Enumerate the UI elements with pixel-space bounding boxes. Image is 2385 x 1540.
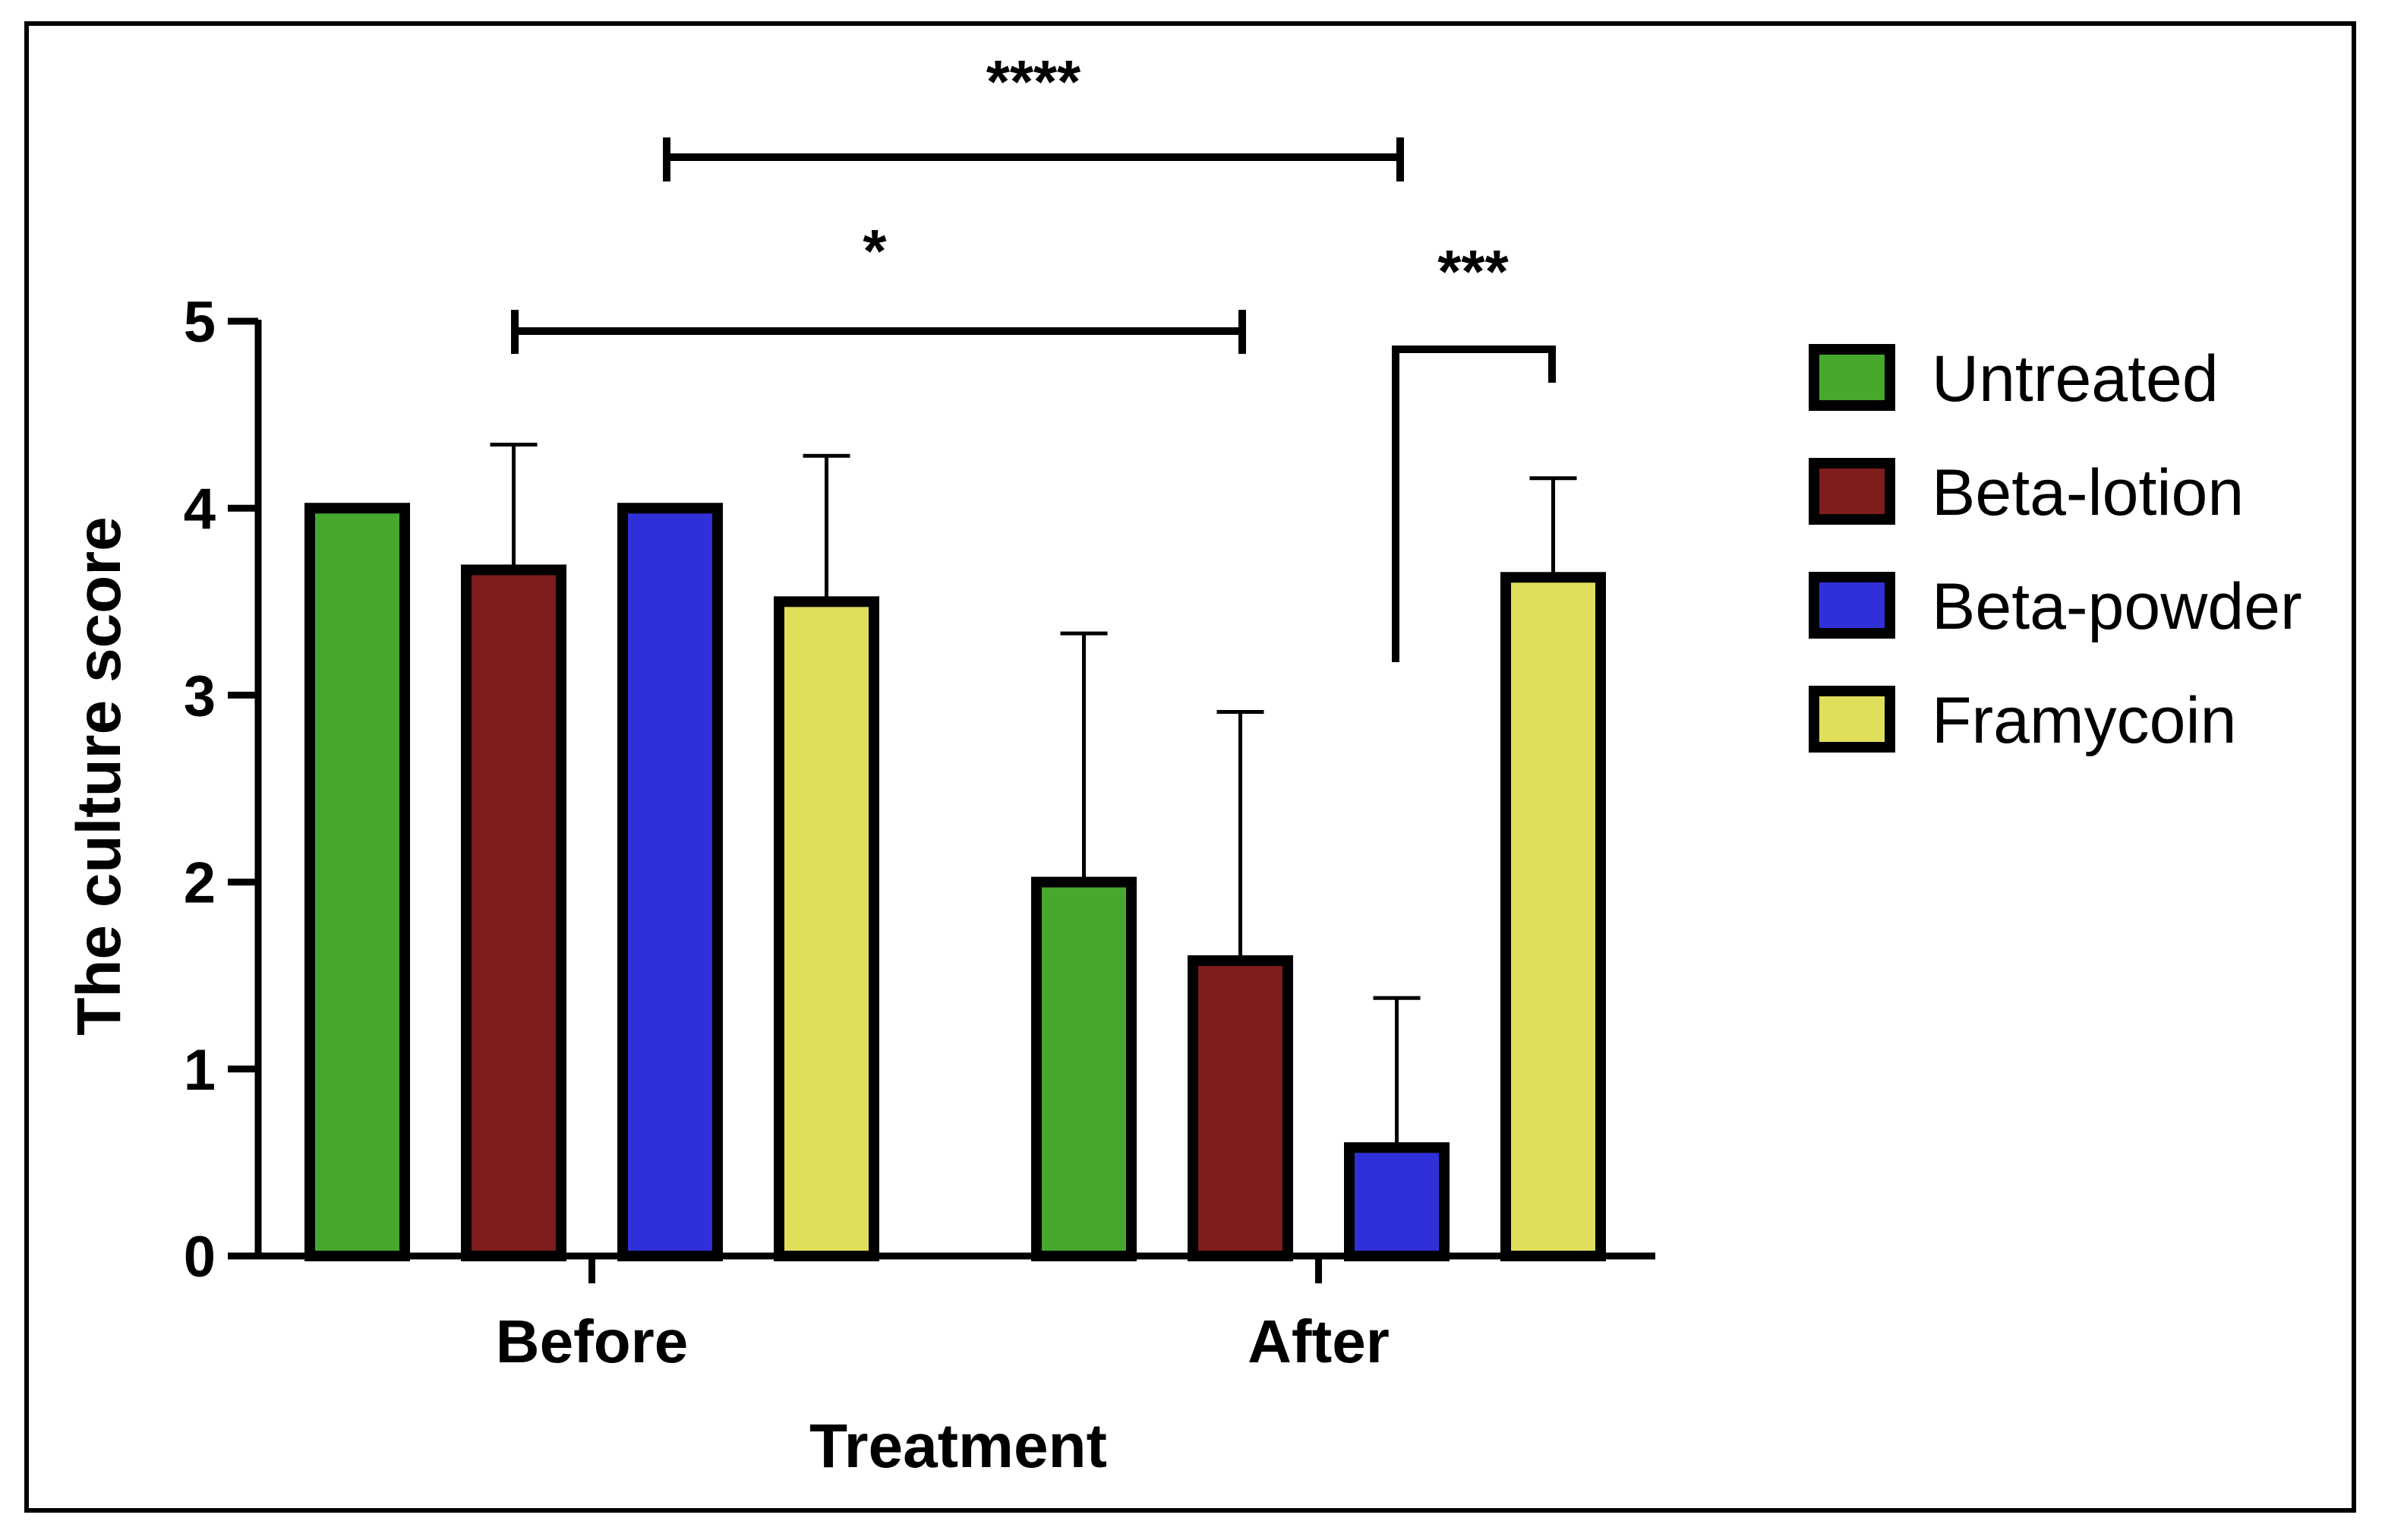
bar-framycoin-before — [774, 596, 879, 1261]
y-tick-label-0: 0 — [184, 1225, 216, 1289]
legend-swatch-beta-lotion — [1809, 458, 1895, 525]
sig-bracket-3 — [1392, 346, 1556, 662]
bar-untreated-before — [304, 503, 410, 1261]
y-tick-label-5: 5 — [184, 290, 216, 355]
legend-swatch-framycoin — [1809, 686, 1895, 753]
bars-layer — [304, 503, 1606, 1262]
figure-frame — [24, 21, 2356, 1513]
x-axis-title: Treatment — [809, 1412, 1107, 1481]
x-tick-label-after: After — [1248, 1308, 1390, 1375]
bar-beta-powder-after — [1344, 1142, 1450, 1261]
legend-label-untreated: Untreated — [1932, 342, 2219, 415]
bar-framycoin-after — [1500, 572, 1606, 1261]
legend-label-beta-powder: Beta-powder — [1932, 570, 2302, 643]
legend-label-beta-lotion: Beta-lotion — [1932, 456, 2244, 529]
x-tick-label-before: Before — [496, 1308, 688, 1375]
error-bars-layer — [490, 442, 1577, 1148]
legend-swatch-beta-powder — [1809, 572, 1895, 639]
sig-label-3: *** — [1437, 238, 1509, 305]
y-tick-label-3: 3 — [184, 664, 216, 728]
axes-layer: 0 1 2 3 4 5 Before After — [184, 290, 1655, 1375]
bar-beta-lotion-after — [1188, 955, 1293, 1262]
y-axis-title: The culture score — [65, 516, 134, 1036]
bar-untreated-after — [1031, 876, 1137, 1261]
significance-layer: ***** *** — [511, 48, 1556, 662]
y-tick-label-4: 4 — [184, 477, 216, 541]
legend-label-framycoin: Framycoin — [1932, 684, 2236, 757]
legend-swatch-untreated — [1809, 344, 1895, 411]
legend: Untreated Beta-lotion Beta-powder Framycoin — [1809, 342, 2302, 757]
bar-beta-powder-before — [617, 503, 723, 1261]
y-tick-label-2: 2 — [184, 851, 216, 916]
y-tick-label-1: 1 — [184, 1038, 216, 1103]
sig-label-1: **** — [986, 48, 1081, 115]
sig-label-2: * — [863, 217, 887, 285]
bar-beta-lotion-before — [461, 564, 566, 1261]
